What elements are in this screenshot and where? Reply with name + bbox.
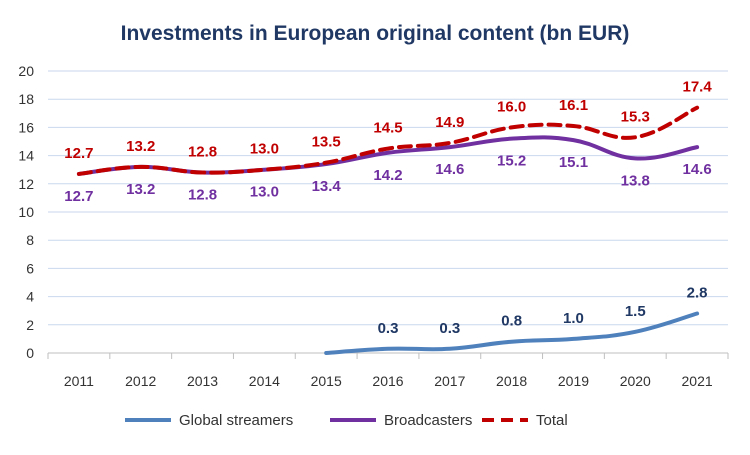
x-tick-label: 2014 (249, 373, 280, 389)
chart-title: Investments in European original content… (121, 22, 630, 45)
x-tick-label: 2020 (620, 373, 651, 389)
data-label: 16.1 (559, 97, 588, 114)
data-labels: 0.3 0.3 0.8 1.0 1.5 2.8 12.7 13.2 12.8 13.0 13.4 14… (64, 79, 712, 337)
y-tick-label: 8 (26, 232, 34, 248)
x-tick-label: 2015 (311, 373, 342, 389)
y-tick-label: 20 (18, 63, 34, 79)
y-axis: 0 2 4 6 8 10 12 14 16 18 20 (18, 63, 34, 361)
x-tick-label: 2012 (125, 373, 156, 389)
data-label: 15.1 (559, 154, 588, 171)
data-label: 12.8 (188, 144, 217, 161)
data-label: 13.2 (126, 181, 155, 198)
legend-label: Broadcasters (384, 412, 472, 429)
y-tick-label: 12 (18, 176, 34, 192)
data-label: 14.9 (435, 114, 464, 131)
gridlines (48, 70, 728, 354)
data-label: 1.0 (563, 310, 584, 327)
x-axis: 2011 2012 2013 2014 2015 2016 2017 2018 2019 2020… (47, 353, 729, 389)
y-tick-label: 4 (26, 289, 34, 305)
x-tick-label: 2019 (558, 373, 589, 389)
data-label: 14.6 (682, 161, 711, 178)
series-line-total (76, 105, 700, 176)
data-label: 14.6 (435, 161, 464, 178)
data-label: 17.4 (682, 79, 712, 96)
y-tick-label: 16 (18, 119, 34, 135)
data-label: 14.2 (373, 167, 402, 184)
legend-label: Total (536, 412, 568, 429)
x-tick-label: 2011 (64, 373, 94, 389)
data-label: 13.2 (126, 138, 155, 155)
y-tick-label: 0 (26, 345, 34, 361)
x-tick-label: 2017 (434, 373, 465, 389)
data-label: 0.3 (378, 320, 399, 337)
x-tick-label: 2016 (372, 373, 403, 389)
data-label: 12.7 (64, 145, 93, 162)
data-label: 2.8 (687, 285, 708, 302)
data-label: 0.3 (439, 320, 460, 337)
data-label: 13.0 (250, 184, 279, 201)
data-label: 12.8 (188, 187, 217, 204)
data-label: 13.5 (312, 134, 341, 151)
data-label: 14.5 (373, 120, 402, 137)
x-tick-label: 2013 (187, 373, 218, 389)
data-label: 16.0 (497, 98, 526, 115)
data-label: 12.7 (64, 188, 93, 205)
data-label: 15.2 (497, 153, 526, 170)
series-lines (76, 105, 700, 355)
y-tick-label: 18 (18, 91, 34, 107)
x-tick-label: 2018 (496, 373, 527, 389)
data-label: 13.4 (312, 178, 342, 195)
data-label: 15.3 (621, 108, 650, 125)
x-tick-label: 2021 (682, 373, 713, 389)
data-label: 13.0 (250, 141, 279, 158)
y-tick-label: 6 (26, 260, 34, 276)
y-tick-label: 10 (18, 204, 34, 220)
data-label: 13.8 (621, 172, 650, 189)
y-tick-label: 14 (18, 148, 34, 164)
y-tick-label: 2 (26, 317, 34, 333)
legend-label: Global streamers (179, 412, 293, 429)
legend: Global streamers Broadcasters Total (125, 412, 568, 429)
series-line-global-streamers (324, 311, 700, 355)
data-label: 1.5 (625, 303, 646, 320)
data-label: 0.8 (501, 313, 522, 330)
